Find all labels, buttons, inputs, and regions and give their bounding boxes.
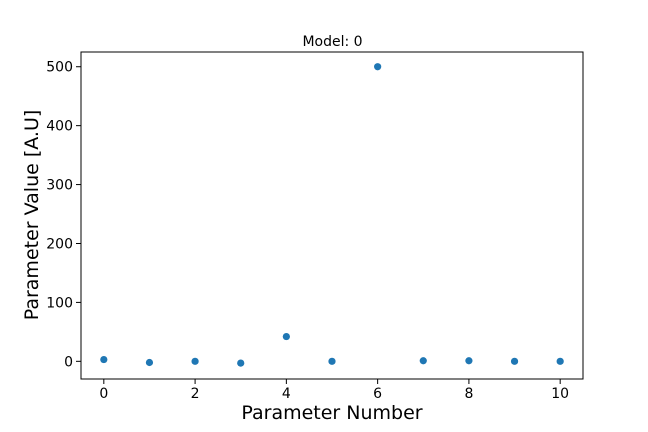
y-tick-label: 300 bbox=[46, 178, 73, 194]
x-tick-label: 2 bbox=[191, 386, 200, 402]
y-tick-label: 400 bbox=[46, 119, 73, 135]
data-point bbox=[282, 332, 290, 341]
data-point bbox=[145, 358, 154, 367]
x-tick-label: 10 bbox=[551, 386, 569, 402]
data-point bbox=[237, 359, 245, 367]
data-point bbox=[374, 63, 382, 71]
y-tick-label: 200 bbox=[46, 236, 73, 252]
y-tick-label: 500 bbox=[46, 60, 73, 76]
data-points bbox=[100, 63, 564, 367]
data-point bbox=[100, 355, 108, 364]
x-tick-label: 0 bbox=[99, 386, 108, 402]
x-tick-label: 6 bbox=[373, 386, 382, 402]
data-point bbox=[556, 357, 564, 365]
x-axis-label: Parameter Number bbox=[241, 402, 422, 424]
data-point bbox=[328, 357, 336, 365]
data-point bbox=[191, 357, 199, 365]
plot-area-frame bbox=[80, 51, 584, 380]
x-tick-label: 8 bbox=[464, 386, 473, 402]
data-point bbox=[465, 357, 473, 365]
y-axis-label: Parameter Value [A.U] bbox=[21, 110, 43, 321]
x-tick-label: 4 bbox=[282, 386, 291, 402]
chart-title: Model: 0 bbox=[302, 34, 362, 50]
data-point bbox=[419, 357, 427, 365]
y-tick-label: 100 bbox=[46, 295, 73, 311]
y-tick-label: 0 bbox=[64, 354, 73, 370]
data-point bbox=[510, 357, 519, 365]
